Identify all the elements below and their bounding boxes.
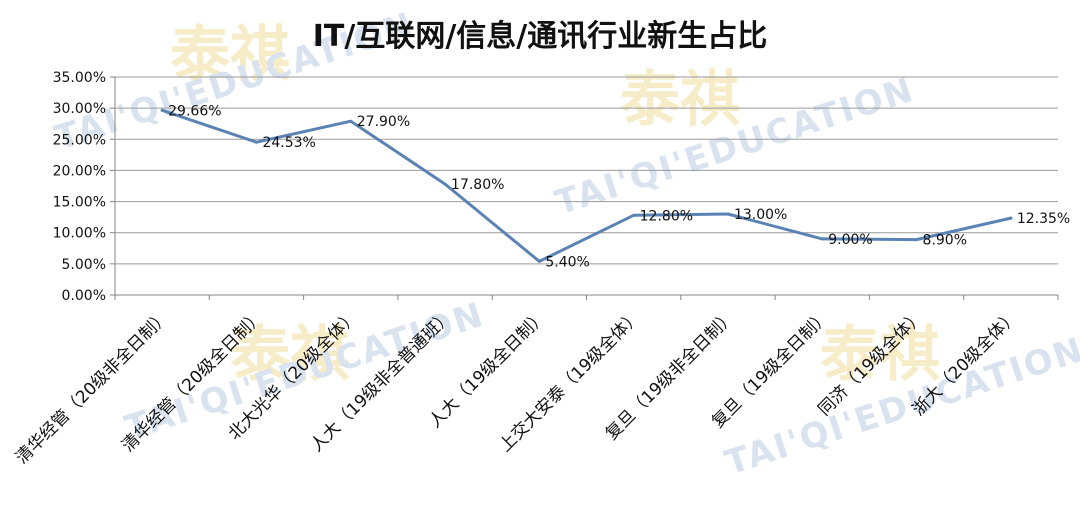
data-label: 9.00% <box>828 232 872 248</box>
y-tick-label: 35.00% <box>53 70 106 86</box>
data-label: 29.66% <box>168 103 221 119</box>
y-tick-label: 20.00% <box>53 163 106 179</box>
data-point <box>726 212 730 216</box>
data-label: 8.90% <box>923 233 967 249</box>
y-axis-tick-labels: 0.00% 5.00% 10.00% 15.00% 20.00% 25.00% 30.00%… <box>53 70 106 304</box>
data-label: 13.00% <box>734 207 787 223</box>
data-label: 5.40% <box>545 254 589 270</box>
y-tick-label: 30.00% <box>53 101 106 117</box>
data-point <box>160 108 164 112</box>
watermark-glyph: 泰祺 <box>230 320 350 390</box>
y-tick-label: 5.00% <box>62 257 106 273</box>
data-point <box>632 213 636 217</box>
data-label: 17.80% <box>451 177 504 193</box>
chart-title: IT/互联网/信息/通讯行业新生占比 <box>313 19 768 54</box>
y-tick-label: 0.00% <box>62 288 106 304</box>
data-point <box>443 182 447 186</box>
data-label: 12.35% <box>1017 211 1070 227</box>
data-point <box>254 140 258 144</box>
watermark-glyph: 泰祺 <box>620 65 740 135</box>
series-line-layer <box>160 108 1013 263</box>
data-labels: 29.66% 24.53% 27.90% 17.80% 5.40% 12.80% 13.00… <box>168 103 1070 270</box>
data-point <box>349 119 353 123</box>
y-tick-label: 25.00% <box>53 132 106 148</box>
watermark-glyph: 泰祺 <box>170 20 290 90</box>
y-tick-label: 15.00% <box>53 195 106 211</box>
data-label: 12.80% <box>640 208 693 224</box>
series-line <box>160 108 1013 263</box>
data-point <box>915 238 919 242</box>
data-point <box>820 237 824 241</box>
axes <box>110 76 1059 300</box>
watermark-glyph: 泰祺 <box>820 320 940 390</box>
data-label: 27.90% <box>357 114 410 130</box>
data-point <box>1009 216 1013 220</box>
y-tick-label: 10.00% <box>53 226 106 242</box>
data-label: 24.53% <box>262 135 315 151</box>
data-point <box>537 259 541 263</box>
